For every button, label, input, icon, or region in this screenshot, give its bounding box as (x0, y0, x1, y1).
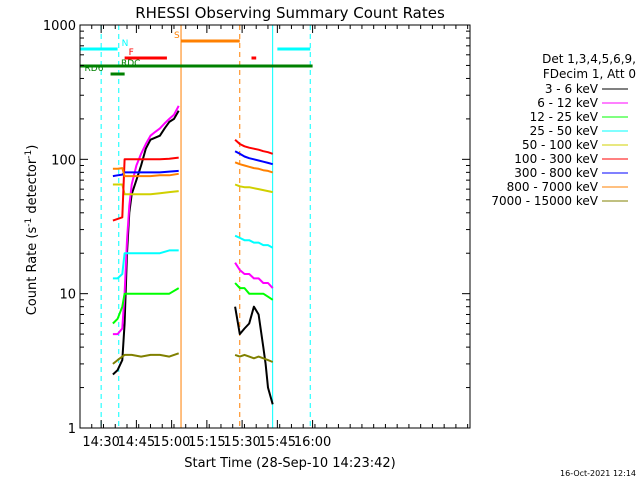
y-label-part1: Count Rate (s (25, 227, 40, 316)
x-tick-label: 14:45 (118, 435, 155, 450)
series-line (234, 161, 274, 174)
flag-label: F (129, 48, 134, 58)
x-tick-label: 14:30 (82, 435, 119, 450)
plot-frame (79, 24, 471, 429)
series-line (112, 287, 180, 325)
series-line (234, 183, 273, 194)
series-line (112, 110, 180, 376)
x-tick-label: 15:30 (223, 435, 260, 450)
series-line (112, 105, 180, 336)
x-tick-label: 15:15 (188, 435, 225, 450)
y-axis-label: Count Rate (s-1 detector-1) (24, 145, 40, 316)
timestamp-footer: 16-Oct-2021 12:14 (560, 469, 636, 478)
series-line (234, 150, 273, 166)
y-tick-label: 100 (51, 153, 76, 168)
series-line (112, 167, 179, 178)
x-tick-label: 15:45 (259, 435, 296, 450)
legend-label: 100 - 300 keV (514, 152, 598, 166)
plot-area: NFSRDCRD614:3014:4515:0015:1515:3015:451… (43, 19, 471, 450)
legend-label: 50 - 100 keV (522, 138, 599, 152)
series-line (234, 305, 274, 405)
chart-title: RHESSI Observing Summary Count Rates (135, 4, 445, 22)
x-axis-label: Start Time (28-Sep-10 14:23:42) (184, 456, 395, 471)
legend-label: 12 - 25 keV (530, 110, 599, 124)
legend-label: 800 - 7000 keV (507, 180, 599, 194)
legend: Det 1,3,4,5,6,9, FDecim 1, Att 0 3 - 6 k… (491, 52, 636, 208)
y-label-part2: detector (25, 158, 40, 218)
flag-label: N (122, 39, 129, 49)
series-line (234, 282, 274, 301)
flag-label: S (174, 31, 180, 41)
series-line (234, 138, 274, 155)
series-line (112, 352, 180, 365)
series-line (112, 249, 179, 280)
series-line (234, 353, 274, 363)
series-line (234, 234, 274, 249)
flag-label: RDC (121, 59, 140, 69)
y-label-sup1: -1 (24, 218, 34, 227)
series-line (112, 156, 179, 222)
series-line (112, 169, 179, 178)
x-tick-label: 15:00 (153, 435, 190, 450)
legend-header-2: FDecim 1, Att 0 (543, 67, 636, 81)
legend-label: 7000 - 15000 keV (491, 194, 598, 208)
legend-label: 6 - 12 keV (537, 96, 599, 110)
y-label-part3: ) (25, 145, 40, 150)
series-line (234, 262, 274, 289)
y-tick-label: 10 (59, 288, 76, 303)
legend-header-1: Det 1,3,4,5,6,9, (542, 52, 636, 66)
y-tick-label: 1 (68, 422, 76, 437)
legend-label: 3 - 6 keV (545, 82, 599, 96)
series-line (112, 183, 179, 196)
legend-label: 25 - 50 keV (530, 124, 599, 138)
y-tick-label: 1000 (43, 19, 76, 34)
y-label-sup2: -1 (24, 150, 34, 159)
flag-label: RD6 (85, 64, 104, 74)
legend-label: 300 - 800 keV (514, 166, 598, 180)
x-tick-label: 16:00 (294, 435, 331, 450)
